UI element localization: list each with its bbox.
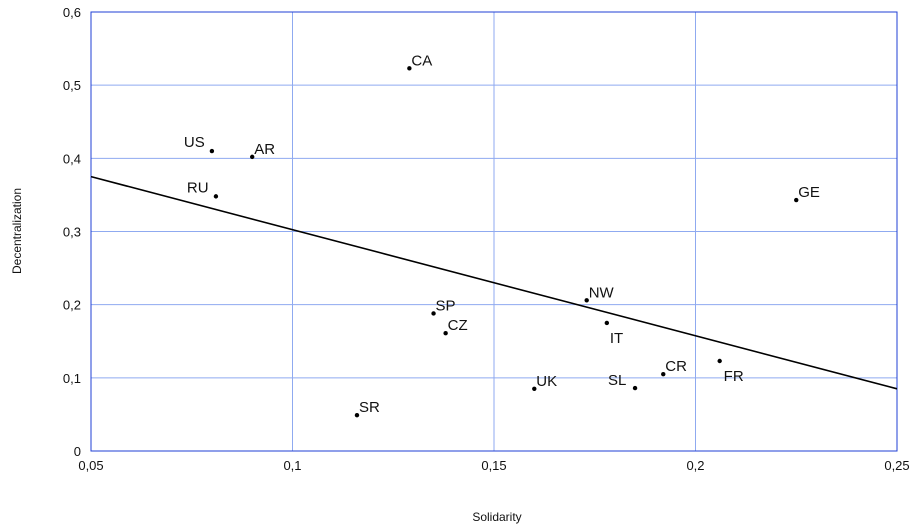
point-label: UK [536,373,557,390]
x-tick-label: 0,15 [481,458,506,473]
grid-lines [90,11,898,452]
data-point [443,331,448,336]
point-label: CZ [448,317,468,334]
point-label: IT [610,330,623,347]
x-tick-label: 0,05 [78,458,103,473]
data-points: CA US AR RU GE NW SP IT CZ CR FR UK SL SR [184,52,820,418]
y-tick-label: 0,6 [63,5,81,20]
data-point [431,311,436,316]
x-tick-label: 0,1 [283,458,301,473]
point-label: SR [359,399,380,416]
trend-line [90,175,898,390]
data-point [354,412,360,418]
y-tick-label: 0,5 [63,78,81,93]
data-point [209,148,215,154]
point-label: CR [665,358,687,375]
y-tick-labels: 0 0,1 0,2 0,3 0,4 0,5 0,6 [63,5,81,459]
point-label: RU [187,179,209,196]
point-label: SL [608,372,626,389]
x-tick-label: 0,2 [686,458,704,473]
data-point [661,371,666,377]
x-tick-labels: 0,05 0,1 0,15 0,2 0,25 [78,458,909,473]
point-label: SP [436,297,456,314]
point-label: NW [589,284,615,301]
point-label: GE [798,184,820,201]
x-axis-label: Solidarity [472,510,521,524]
data-point [407,66,412,71]
point-label: US [184,134,205,151]
point-label: FR [724,368,744,385]
x-tick-label: 0,25 [884,458,909,473]
data-point [532,386,537,392]
y-tick-label: 0,1 [63,371,81,386]
point-label: CA [411,52,432,69]
plot-frame [90,11,898,452]
data-point [604,320,610,326]
data-point [717,358,722,364]
y-tick-label: 0,2 [63,298,81,313]
y-tick-label: 0 [74,444,81,459]
point-label: AR [254,141,275,158]
data-point [250,154,255,160]
y-tick-label: 0,3 [63,225,81,240]
data-point [632,385,638,391]
data-point [584,298,589,303]
y-tick-label: 0,4 [63,151,81,166]
data-point [794,197,799,203]
data-point [213,194,219,199]
y-axis-label: Decentralization [10,188,24,274]
